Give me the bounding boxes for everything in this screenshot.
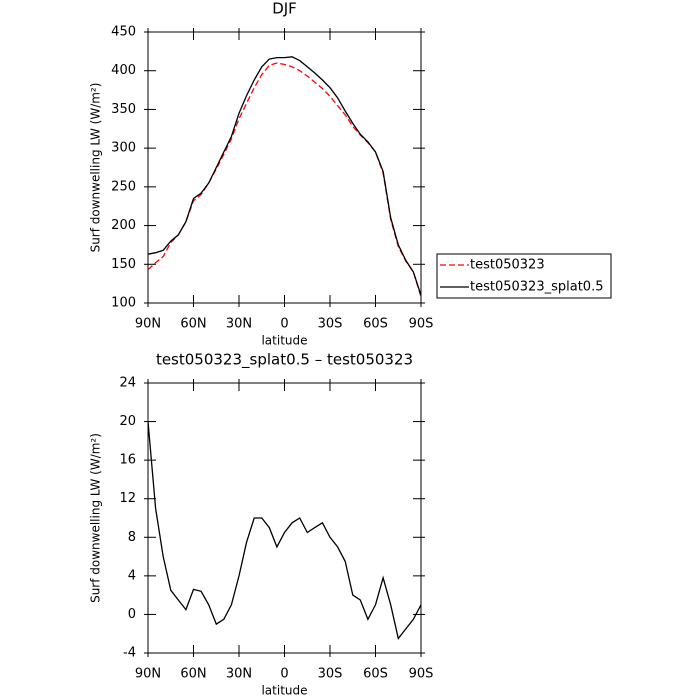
x-tick-label: 30S	[318, 317, 343, 332]
x-tick-label: 60N	[180, 317, 206, 332]
chart-title: DJF	[272, 0, 297, 18]
y-tick-label: 20	[119, 414, 136, 429]
y-tick-label: 150	[111, 257, 136, 272]
x-tick-label: 90S	[409, 667, 434, 682]
legend-label: test050323	[470, 258, 545, 273]
x-tick-label: 30N	[226, 317, 252, 332]
y-tick-label: 400	[111, 63, 136, 78]
data-line	[147, 62, 422, 297]
y-tick-label: 250	[111, 179, 136, 194]
y-tick-label: 350	[111, 102, 136, 117]
chart-title: test050323_splat0.5 – test050323	[156, 351, 413, 370]
y-tick-label: 200	[111, 218, 136, 233]
data-line	[147, 421, 422, 640]
plot-frame	[147, 31, 422, 304]
y-tick-label: 0	[128, 607, 136, 622]
plot-frame	[147, 382, 422, 654]
y-tick-label: 450	[111, 25, 136, 40]
y-tick-label: -4	[123, 646, 136, 661]
data-line	[147, 56, 422, 296]
y-tick-label: 8	[128, 530, 136, 545]
y-axis-label: Surf downwelling LW (W/m²)	[89, 83, 103, 253]
y-tick-label: 100	[111, 296, 136, 311]
y-tick-label: 12	[119, 491, 136, 506]
x-axis-label: latitude	[261, 684, 307, 698]
y-tick-label: 300	[111, 141, 136, 156]
x-tick-label: 90S	[409, 317, 434, 332]
x-tick-label: 60S	[363, 317, 388, 332]
x-tick-label: 60S	[363, 667, 388, 682]
x-tick-label: 90N	[135, 317, 161, 332]
y-axis-label: Surf downwelling LW (W/m²)	[89, 433, 103, 603]
x-axis-label: latitude	[261, 334, 307, 348]
y-tick-label: 4	[128, 568, 136, 583]
x-tick-label: 0	[280, 317, 288, 332]
x-tick-label: 60N	[180, 667, 206, 682]
legend-box	[436, 253, 612, 299]
y-tick-label: 24	[119, 376, 136, 391]
y-tick-label: 16	[119, 453, 136, 468]
x-tick-label: 90N	[135, 667, 161, 682]
x-tick-label: 30N	[226, 667, 252, 682]
x-tick-label: 0	[280, 667, 288, 682]
x-tick-label: 30S	[318, 667, 343, 682]
legend-label: test050323_splat0.5	[470, 280, 603, 295]
